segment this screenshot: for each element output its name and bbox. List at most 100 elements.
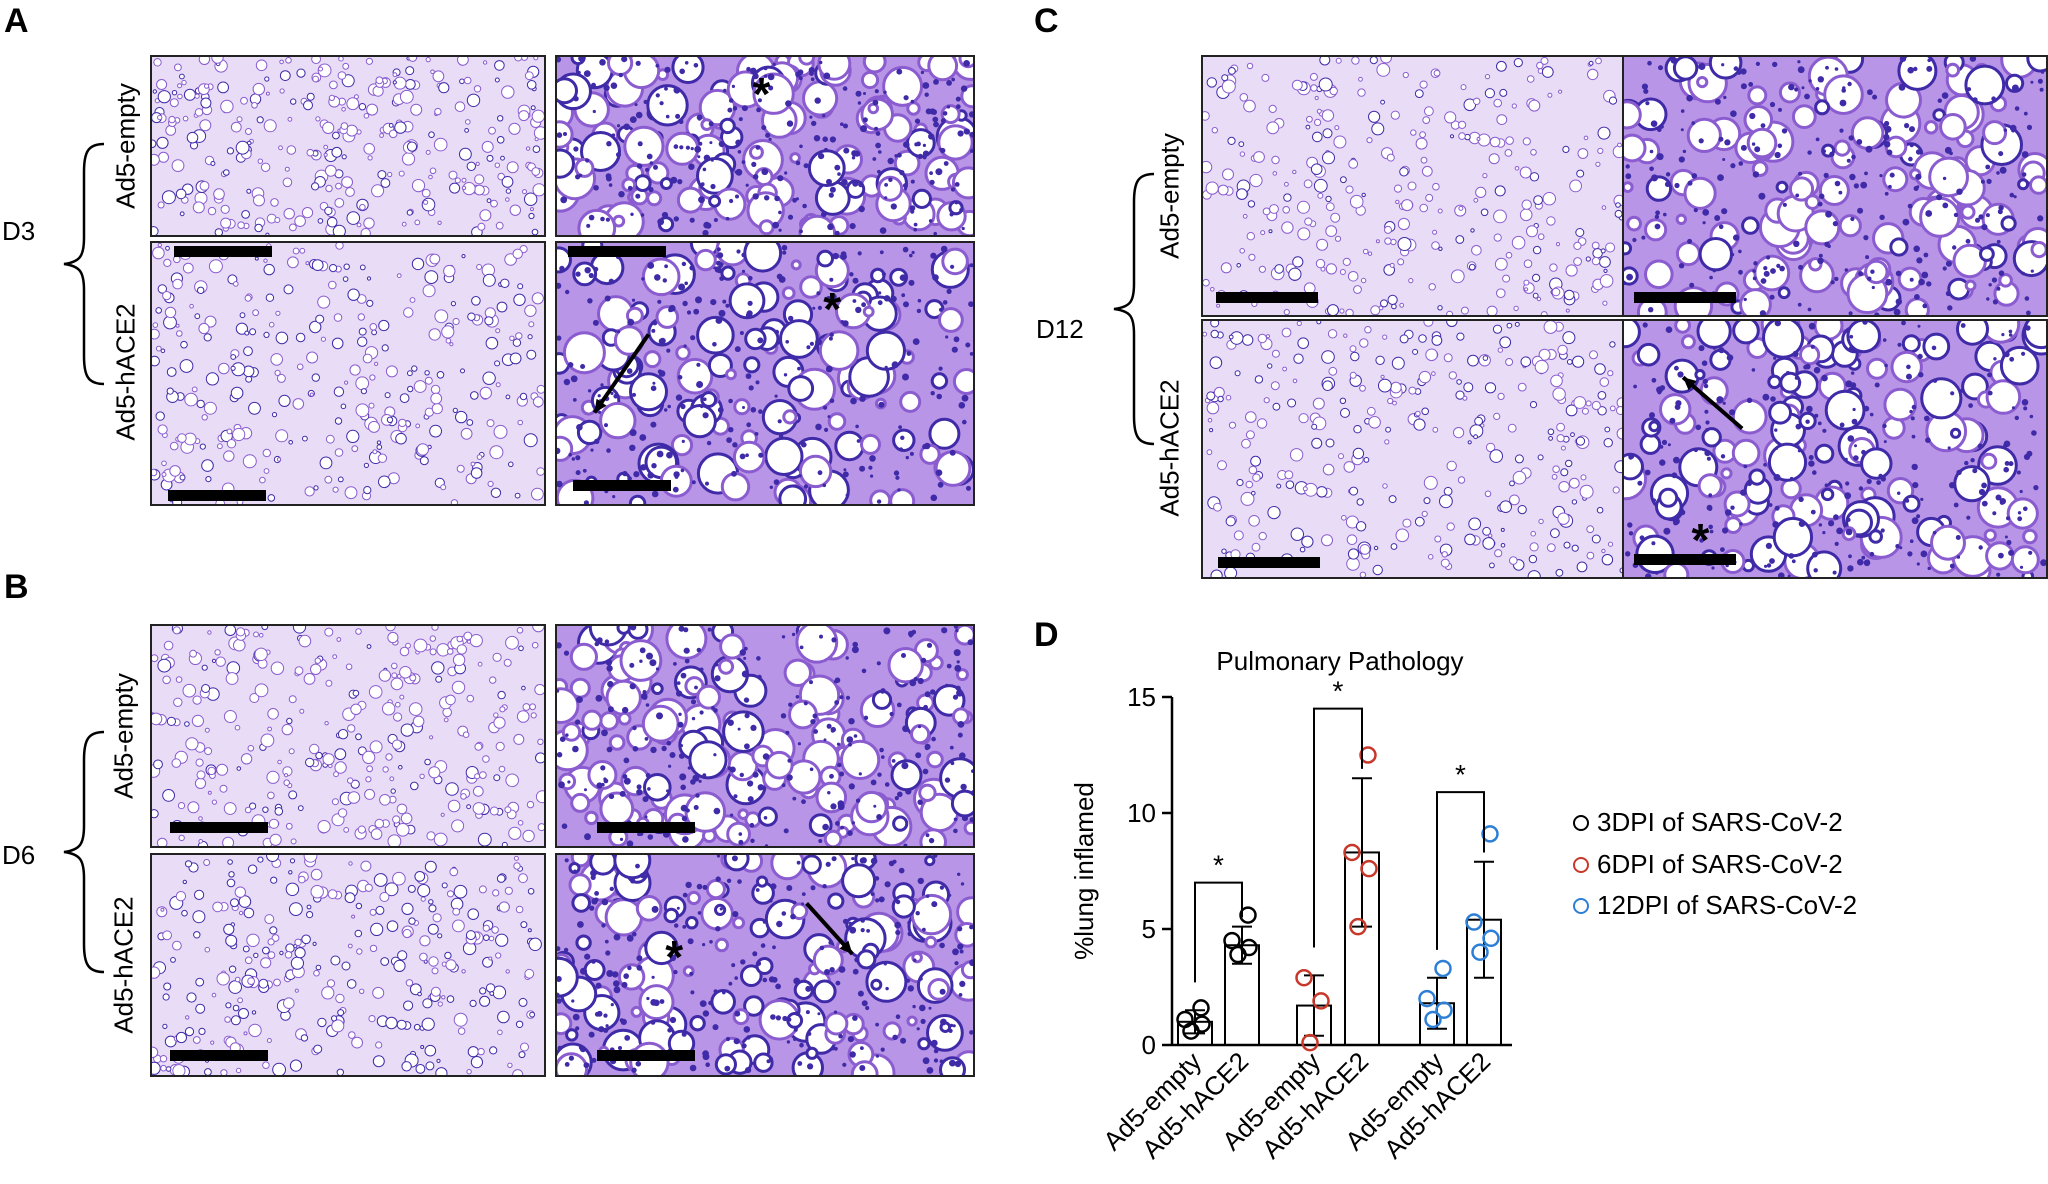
micrograph-a-empty-low bbox=[150, 55, 546, 237]
scale-bar bbox=[1218, 557, 1320, 568]
micrograph-b-empty-high bbox=[555, 624, 975, 848]
scale-bar bbox=[573, 480, 671, 491]
micrograph-c-hace2-high: * bbox=[1622, 319, 2048, 579]
y-axis-label: %lung inflamed bbox=[1069, 782, 1099, 960]
asterisk-annotation: * bbox=[1692, 514, 1710, 566]
asterisk-annotation: * bbox=[665, 931, 683, 983]
data-point bbox=[1176, 1010, 1194, 1029]
x-tick-label: Ad5-empty bbox=[1216, 1046, 1326, 1156]
data-point bbox=[1343, 843, 1361, 862]
data-point bbox=[1418, 989, 1436, 1008]
arrow-icon bbox=[592, 333, 651, 414]
bar bbox=[1224, 944, 1260, 1046]
panel-letter-a: A bbox=[4, 2, 29, 40]
panel-letter-c: C bbox=[1034, 2, 1059, 40]
bar bbox=[1466, 918, 1502, 1046]
legend-label: 12DPI of SARS-CoV-2 bbox=[1597, 890, 1858, 920]
asterisk-annotation: * bbox=[823, 283, 841, 335]
brace-c bbox=[1113, 172, 1155, 446]
legend-item-6dpi: 6DPI of SARS-CoV-2 bbox=[1573, 849, 1843, 880]
data-point bbox=[1223, 931, 1241, 950]
x-tick-label: Ad5-hACE2 bbox=[1378, 1046, 1496, 1164]
scale-bar bbox=[568, 246, 666, 257]
legend-label: 6DPI of SARS-CoV-2 bbox=[1597, 849, 1843, 879]
y-tick-label: 10 bbox=[1127, 798, 1156, 828]
legend-marker-icon bbox=[1573, 897, 1589, 914]
significance-label: * bbox=[1455, 759, 1466, 790]
data-point bbox=[1435, 1001, 1453, 1019]
data-point bbox=[1481, 825, 1499, 843]
arrowhead-icon bbox=[1683, 377, 1697, 391]
asterisk-annotation: * bbox=[753, 68, 771, 120]
row-label-b-hace2: Ad5-hACE2 bbox=[108, 896, 139, 1034]
significance-label: * bbox=[1213, 850, 1224, 881]
panel-letter-d: D bbox=[1034, 616, 1059, 654]
day-label-c: D12 bbox=[1036, 314, 1084, 344]
legend-marker-icon bbox=[1573, 856, 1589, 873]
legend-item-12dpi: 12DPI of SARS-CoV-2 bbox=[1573, 890, 1857, 921]
scale-bar bbox=[1634, 292, 1736, 303]
legend-label: 3DPI of SARS-CoV-2 bbox=[1597, 807, 1843, 837]
scale-bar bbox=[597, 1050, 695, 1061]
micrograph-c-empty-high bbox=[1622, 55, 2048, 317]
arrowhead-icon bbox=[594, 398, 607, 413]
bar bbox=[1296, 1004, 1332, 1046]
bar bbox=[1177, 1020, 1213, 1046]
x-tick-label: Ad5-empty bbox=[1339, 1046, 1449, 1156]
data-point bbox=[1471, 943, 1489, 961]
micrograph-c-empty-low bbox=[1201, 55, 1625, 317]
data-point bbox=[1301, 1033, 1319, 1052]
data-point bbox=[1359, 746, 1377, 764]
scale-bar bbox=[170, 1050, 268, 1061]
micrograph-b-hace2-low bbox=[150, 853, 546, 1077]
y-tick-label: 15 bbox=[1127, 682, 1156, 712]
legend-marker-icon bbox=[1573, 814, 1589, 831]
data-point bbox=[1239, 906, 1257, 924]
data-point bbox=[1240, 938, 1258, 957]
arrowhead-icon bbox=[839, 940, 853, 954]
day-label-b: D6 bbox=[2, 840, 36, 870]
micrograph-b-hace2-high: * bbox=[555, 853, 975, 1077]
scale-bar bbox=[1216, 292, 1318, 303]
significance-bracket bbox=[1194, 881, 1243, 983]
data-point bbox=[1349, 917, 1367, 936]
scale-bar bbox=[174, 246, 272, 257]
significance-bracket bbox=[1436, 791, 1485, 950]
data-point bbox=[1295, 968, 1313, 987]
brace-b bbox=[63, 730, 105, 974]
micrograph-a-empty-high: * bbox=[555, 55, 975, 237]
significance-bracket bbox=[1313, 707, 1363, 948]
data-point bbox=[1192, 999, 1210, 1017]
legend-item-3dpi: 3DPI of SARS-CoV-2 bbox=[1573, 807, 1843, 838]
data-point bbox=[1434, 959, 1452, 978]
row-label-a-hace2: Ad5-hACE2 bbox=[110, 303, 141, 441]
row-label-b-empty: Ad5-empty bbox=[108, 673, 139, 799]
bar bbox=[1419, 1002, 1455, 1046]
micrograph-a-hace2-low bbox=[150, 241, 546, 506]
scale-bar bbox=[168, 490, 266, 501]
data-point bbox=[1312, 992, 1330, 1010]
micrograph-b-empty-low bbox=[150, 624, 546, 848]
scale-bar bbox=[1634, 554, 1736, 565]
data-point bbox=[1229, 945, 1247, 964]
arrow-icon bbox=[1681, 375, 1744, 431]
significance-label: * bbox=[1333, 676, 1344, 707]
x-tick-label: Ad5-hACE2 bbox=[1136, 1046, 1254, 1164]
y-tick-label: 0 bbox=[1142, 1030, 1156, 1060]
micrograph-a-hace2-high: * bbox=[555, 241, 975, 506]
data-point bbox=[1424, 1010, 1442, 1029]
scale-bar bbox=[170, 822, 268, 833]
y-tick-label: 5 bbox=[1142, 914, 1156, 944]
brace-a bbox=[63, 142, 105, 386]
data-point bbox=[1482, 929, 1500, 948]
chart-title: Pulmonary Pathology bbox=[1216, 646, 1463, 676]
data-point bbox=[1465, 913, 1483, 931]
scale-bar bbox=[597, 822, 695, 833]
data-point bbox=[1193, 1015, 1211, 1033]
data-point bbox=[1360, 859, 1378, 878]
bar bbox=[1344, 851, 1380, 1046]
panel-letter-b: B bbox=[4, 568, 29, 606]
day-label-a: D3 bbox=[2, 216, 36, 246]
micrograph-c-hace2-low bbox=[1201, 319, 1625, 579]
row-label-a-empty: Ad5-empty bbox=[110, 83, 141, 209]
